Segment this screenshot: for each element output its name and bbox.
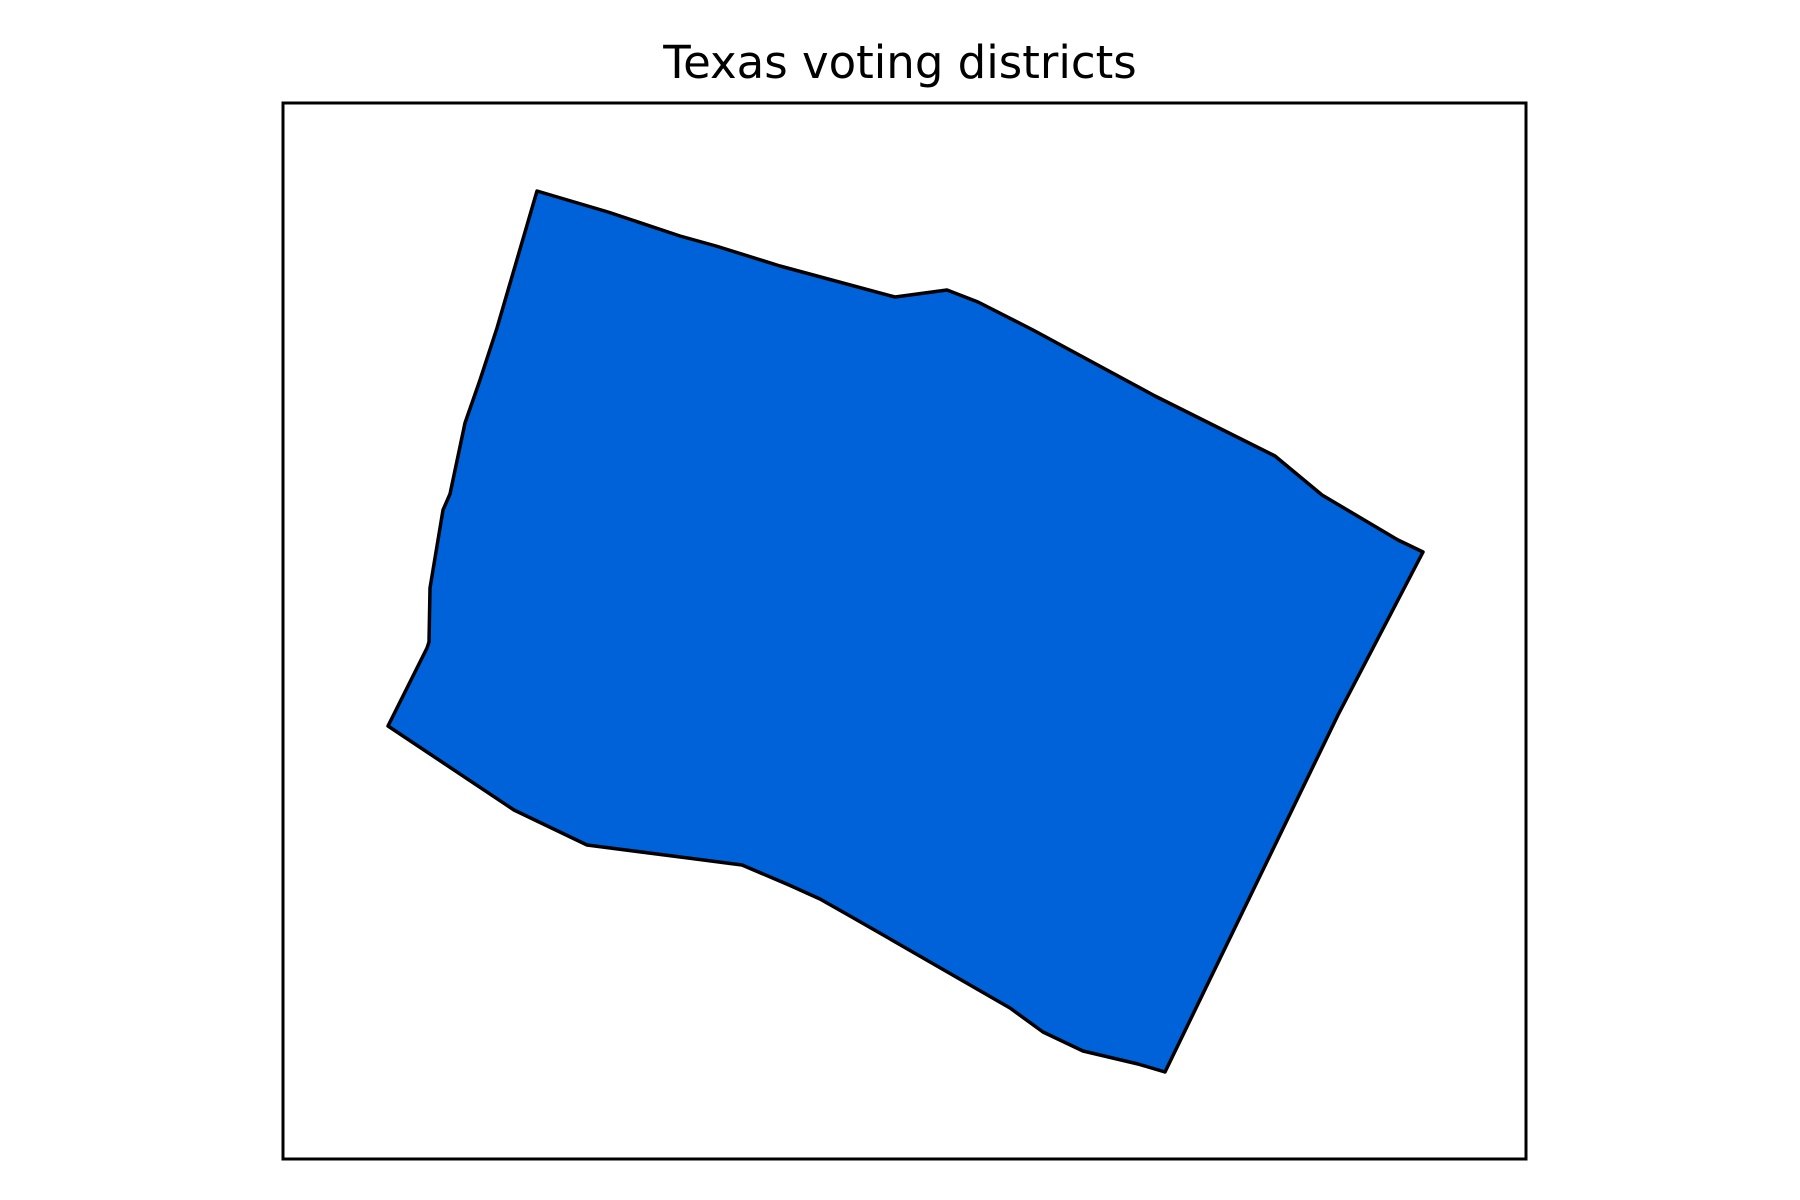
map-title: Texas voting districts [663, 36, 1137, 89]
district-polygon[interactable] [386, 189, 1425, 1074]
